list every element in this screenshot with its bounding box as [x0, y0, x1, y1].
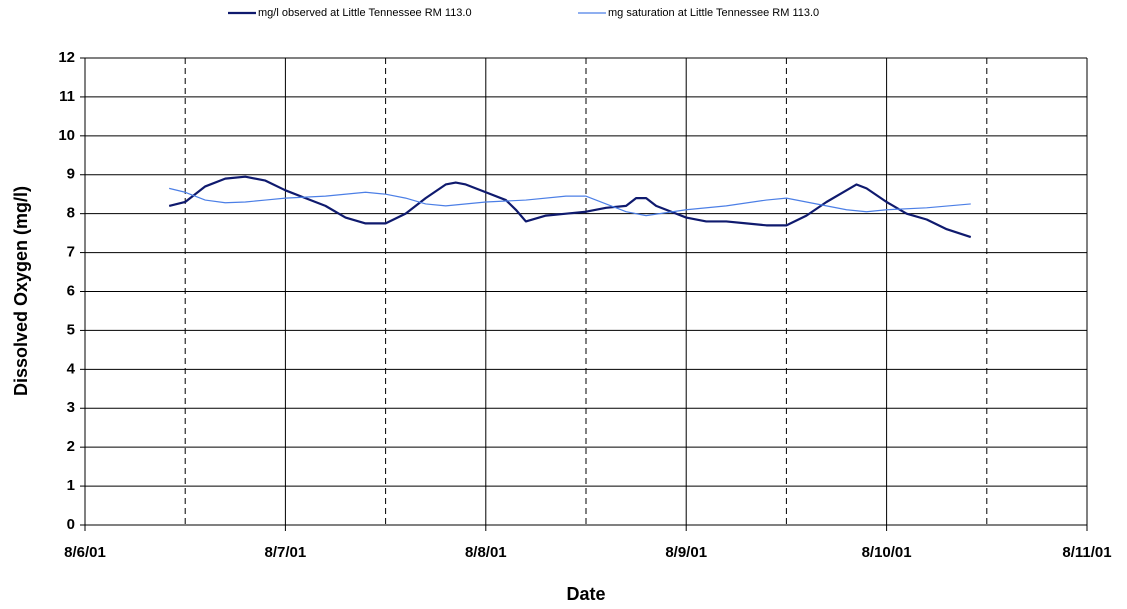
x-tick-label: 8/6/01 [64, 544, 106, 561]
x-axis-label: Date [566, 584, 605, 604]
y-tick-label: 9 [67, 166, 75, 183]
x-tick-label: 8/7/01 [265, 544, 307, 561]
y-tick-label: 7 [67, 244, 75, 261]
y-tick-label: 8 [67, 205, 75, 222]
y-tick-label: 12 [58, 49, 75, 66]
y-tick-label: 5 [67, 321, 75, 338]
y-tick-label: 1 [67, 477, 75, 494]
y-tick-label: 6 [67, 282, 75, 299]
y-tick-label: 11 [59, 88, 75, 105]
legend-label: mg saturation at Little Tennessee RM 113… [608, 7, 819, 19]
data-line [169, 187, 971, 217]
y-axis-label: Dissolved Oxygen (mg/l) [11, 186, 31, 396]
legend-label: mg/l observed at Little Tennessee RM 113… [258, 7, 472, 19]
x-tick-label: 8/10/01 [862, 544, 912, 561]
y-tick-label: 10 [58, 127, 75, 144]
y-tick-label: 4 [67, 360, 76, 377]
x-tick-label: 8/8/01 [465, 544, 507, 561]
data-line [168, 175, 972, 239]
y-tick-label: 2 [67, 438, 75, 455]
x-tick-label: 8/9/01 [665, 544, 707, 561]
y-tick-label: 3 [67, 399, 75, 416]
x-tick-label: 8/11/01 [1062, 544, 1111, 561]
y-tick-label: 0 [67, 516, 75, 533]
